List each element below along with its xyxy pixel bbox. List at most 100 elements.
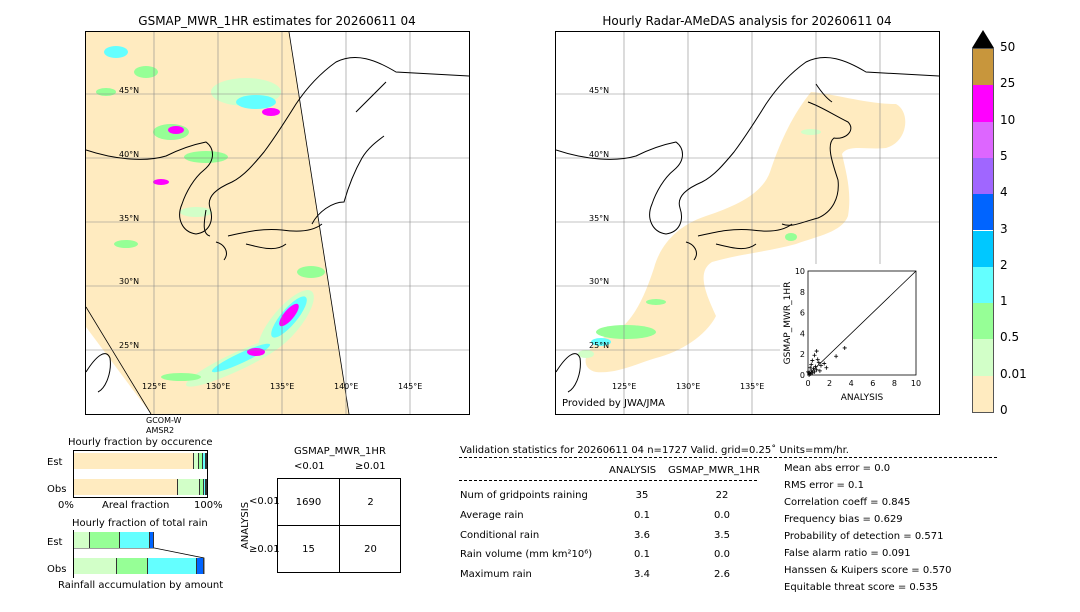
rain-obs-label: Obs — [47, 564, 67, 575]
colorbar-label: 4 — [1000, 185, 1008, 200]
stat-row-label: Conditional rain — [460, 530, 540, 541]
right-lat-label-25: 25°N — [589, 341, 610, 350]
scatter-points — [806, 345, 847, 377]
rain-bar-est — [74, 532, 208, 548]
fraction-bar-segment — [147, 558, 198, 574]
fraction-bar-segment — [177, 479, 201, 495]
left-lat-label-40: 40°N — [119, 150, 140, 159]
colorbar-label: 25 — [1000, 76, 1016, 91]
left-map-title: GSMAP_MWR_1HR estimates for 20260611 04 — [138, 14, 416, 28]
stat-row-analysis: 0.1 — [634, 510, 650, 521]
scatter-point — [822, 361, 827, 366]
colorbar-segment — [973, 85, 993, 122]
left-lat-label-30: 30°N — [119, 277, 140, 286]
stat-row-gsmap: 22 — [715, 490, 729, 501]
contingency-row-lt: <0.01 — [249, 496, 280, 507]
stat-row-analysis: 35 — [635, 490, 649, 501]
colorbar-segment — [973, 230, 993, 267]
scatter-point — [813, 364, 818, 369]
stat-row-analysis: 3.6 — [634, 530, 650, 541]
scatter-point — [818, 363, 823, 368]
colorbar-segment — [973, 339, 993, 376]
fraction-bar-segment — [74, 479, 178, 495]
scatter-point — [807, 373, 812, 377]
colorbar-triangle — [972, 30, 994, 48]
rain-connector — [74, 547, 205, 574]
scatter-xtick: 10 — [911, 379, 921, 388]
scatter-ytick: 10 — [795, 267, 805, 276]
scatter-ytick: 4 — [800, 329, 805, 338]
scatter-diagonal — [807, 270, 917, 376]
stat-row-label: Num of gridpoints raining — [460, 490, 588, 501]
validation-col-rule — [459, 480, 757, 481]
scatter-xtick: 4 — [849, 379, 854, 388]
scatter-point — [809, 362, 814, 367]
fraction-bar-segment — [119, 532, 151, 548]
fraction-bar-segment — [90, 532, 120, 548]
colorbar-label: 10 — [1000, 112, 1016, 127]
contingency-row-axis: ANALYSIS — [240, 501, 252, 550]
total-rain-title: Hourly fraction of total rain — [72, 518, 208, 529]
scatter-ytick: 8 — [800, 288, 805, 297]
fraction-bar-segment — [197, 558, 204, 574]
colorbar-segment — [973, 157, 993, 195]
contingency-row-ge: ≥0.01 — [249, 544, 280, 555]
scatter-ytick: 2 — [800, 350, 805, 359]
rain-bar-obs — [74, 558, 208, 574]
colorbar-label: 5 — [1000, 148, 1008, 163]
stat-row-gsmap: 0.0 — [714, 549, 730, 560]
scatter-point — [809, 368, 814, 373]
left-map-canvas — [86, 32, 469, 414]
left-lon-label-140: 140°E — [334, 382, 359, 391]
stat-row-label: Maximum rain — [460, 569, 532, 580]
satellite-label-2: AMSR2 — [146, 426, 175, 435]
contingency-cell-11: 1690 — [295, 497, 322, 508]
contingency-cell-21: 15 — [302, 544, 315, 555]
contingency-cell-12: 2 — [367, 497, 374, 508]
score-line: Mean abs error = 0.0 — [784, 463, 891, 474]
fraction-bar-segment — [74, 532, 91, 548]
left-lat-label-35: 35°N — [119, 214, 140, 223]
right-map-panel: 45°N 40°N 35°N 30°N 25°N 125°E 130°E 135… — [555, 31, 940, 415]
scatter-ticks: 00 2 2 4 4 6 6 8 8 10 10 — [795, 267, 921, 388]
left-map-coastlines — [86, 56, 469, 393]
stat-row-gsmap: 2.6 — [714, 569, 730, 580]
fraction-bar-segment — [199, 453, 203, 469]
colorbar-label: 0.01 — [1000, 366, 1027, 381]
scatter-point — [810, 358, 815, 363]
provider-label: Provided by JWA/JMA — [562, 398, 665, 409]
scatter-point — [842, 345, 847, 350]
left-map-gridlines — [86, 32, 469, 414]
scatter-point — [806, 369, 810, 374]
scatter-point — [812, 353, 817, 358]
contingency-col-ge: ≥0.01 — [355, 461, 386, 472]
colorbar-segment — [973, 121, 993, 158]
validation-header: Validation statistics for 20260611 04 n=… — [460, 445, 849, 456]
contingency-title: GSMAP_MWR_1HR — [294, 446, 386, 457]
left-lon-label-130: 130°E — [206, 382, 231, 391]
left-rain-patches — [96, 46, 325, 387]
scatter-point — [814, 367, 819, 372]
stat-row-gsmap: 0.0 — [714, 510, 730, 521]
left-lon-label-125: 125°E — [142, 382, 167, 391]
scatter-ytick: 6 — [800, 309, 805, 318]
right-lon-label-135: 135°E — [740, 382, 765, 391]
occ-obs-label: Obs — [47, 484, 67, 495]
colorbar-label: 50 — [1000, 40, 1016, 54]
colorbar-segment — [973, 49, 993, 86]
scatter-xtick: 6 — [870, 379, 875, 388]
colorbar: 50 25 10 5 4 3 2 1 0.5 0.01 0 — [972, 30, 1042, 417]
fraction-bar-segment — [74, 453, 194, 469]
validation-col-analysis: ANALYSIS — [609, 465, 657, 476]
occ-bar-obs — [74, 479, 207, 495]
scatter-point — [808, 365, 813, 370]
left-lon-label-135: 135°E — [270, 382, 295, 391]
right-lat-label-45: 45°N — [589, 86, 610, 95]
satellite-label-1: GCOM-W — [146, 416, 182, 425]
scatter-ytick: 0 — [800, 371, 805, 380]
right-lat-label-35: 35°N — [589, 214, 610, 223]
left-lon-label-145: 145°E — [398, 382, 423, 391]
stat-row-label: Rain volume (mm km²10⁶) — [460, 549, 593, 560]
rain-xlabel: Rainfall accumulation by amount — [58, 580, 224, 591]
scatter-xlabel: ANALYSIS — [841, 393, 884, 403]
